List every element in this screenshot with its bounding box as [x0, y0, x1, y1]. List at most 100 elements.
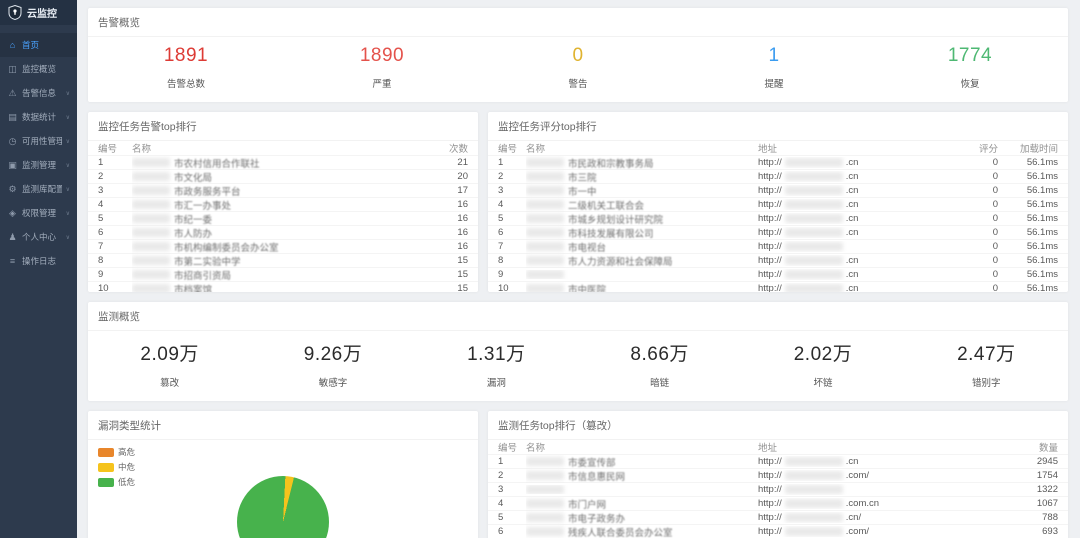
menu-item-label: 监控概览	[22, 64, 57, 74]
table-row: 5 市纪一委 16	[88, 212, 478, 226]
redacted-text	[526, 242, 564, 251]
sidebar-item[interactable]: ⚠ 告警信息 ∨	[0, 81, 77, 105]
alert-top-card: 监控任务告警top排行 编号 名称 次数 1 市农村信用合作联社	[88, 112, 478, 292]
row-index: 1	[498, 456, 504, 467]
tamper-count: 788	[1042, 512, 1058, 523]
task-name: 市委宣传部	[568, 457, 616, 469]
url-suffix: .cn/	[845, 512, 862, 523]
stat-item: 0 警告	[480, 45, 676, 90]
row-index: 5	[498, 512, 504, 523]
score-top-title: 监控任务评分top排行	[488, 112, 1068, 141]
stat-value: 2.47万	[957, 344, 1016, 365]
task-name: 市纪一委	[174, 214, 213, 226]
site-url[interactable]: http:// .cn	[758, 213, 954, 224]
score-value: 0	[992, 199, 998, 210]
site-url[interactable]: http:// .cn	[758, 157, 954, 168]
legend-swatch	[98, 477, 114, 487]
redacted-text	[132, 172, 170, 181]
sidebar-item[interactable]: ▣ 监测管理 ∨	[0, 153, 77, 177]
row-index: 4	[498, 498, 504, 509]
row-index: 3	[498, 185, 504, 196]
task-name-cell: 市纪一委	[132, 212, 428, 226]
menu-item-icon: ▣	[8, 159, 17, 170]
stat-value: 1891	[163, 45, 209, 66]
site-url[interactable]: http:// .com.cn	[758, 498, 1018, 509]
sidebar-item[interactable]: ◈ 权限管理 ∨	[0, 201, 77, 225]
sidebar-item[interactable]: ♟ 个人中心 ∨	[0, 225, 77, 249]
task-name-cell: 二级机关工联合会	[526, 198, 758, 212]
site-url[interactable]: http:// .cn	[758, 227, 954, 238]
site-url[interactable]: http:// .cn	[758, 255, 954, 266]
sidebar-item[interactable]: ≡ 操作日志 ∨	[0, 249, 77, 273]
stat-label: 错别字	[972, 378, 1001, 389]
redacted-text	[132, 284, 170, 292]
table-row: 5 市电子政务办 http:// .cn/ 788	[488, 511, 1068, 525]
alert-overview-card: 告警概览 1891 告警总数 1890 严重 0 警告	[88, 8, 1068, 102]
url-prefix: http://	[758, 498, 782, 509]
menu-item-label: 监测管理	[22, 160, 57, 170]
stat-item: 1.31万 漏洞	[415, 339, 578, 389]
menu-item-label: 告警信息	[22, 88, 57, 98]
redacted-text	[526, 513, 564, 522]
url-prefix: http://	[758, 283, 782, 292]
redacted-text	[526, 228, 564, 237]
tamper-count: 1067	[1036, 498, 1058, 509]
stat-item: 8.66万 暗链	[578, 339, 741, 389]
url-prefix: http://	[758, 470, 782, 481]
row-index: 7	[498, 241, 504, 252]
load-time: 56.1ms	[1026, 171, 1058, 182]
site-url[interactable]: http:// .cn	[758, 456, 1018, 467]
url-prefix: http://	[758, 199, 782, 210]
site-url[interactable]: http:// .cn	[758, 171, 954, 182]
alert-count: 15	[457, 283, 468, 292]
pie-chart	[237, 475, 329, 538]
site-url[interactable]: http:// .com/	[758, 526, 1018, 537]
table-row: 10 市档案馆 15	[88, 282, 478, 292]
menu-item-icon: ▤	[8, 111, 17, 122]
stat-value: 9.26万	[303, 344, 363, 365]
site-url[interactable]: http:// .cn	[758, 199, 954, 210]
load-time: 56.1ms	[1026, 283, 1058, 292]
table-row: 6 市人防办 16	[88, 226, 478, 240]
redacted-text	[526, 284, 564, 292]
redacted-domain	[784, 172, 843, 181]
table-row: 9 http:// .cn 0 56.1ms	[488, 268, 1068, 282]
stat-label: 告警总数	[166, 79, 205, 90]
row-index: 8	[98, 255, 104, 266]
site-url[interactable]: http:// .cn	[758, 185, 954, 196]
task-name-cell: 市机构编制委员会办公室	[132, 240, 428, 254]
table-row: 8 市人力资源和社会保障局 http:// .cn 0 56	[488, 254, 1068, 268]
load-time: 56.1ms	[1026, 185, 1058, 196]
score-value: 0	[992, 241, 998, 252]
stat-value: 8.66万	[630, 344, 689, 365]
task-name: 市电视台	[568, 242, 607, 254]
url-suffix: .cn	[845, 283, 859, 292]
table-row: 4 市汇一办事处 16	[88, 198, 478, 212]
task-name-cell: 市民政和宗教事务局	[526, 156, 758, 170]
menu-item-label: 首页	[22, 40, 40, 50]
redacted-domain	[784, 158, 843, 167]
sidebar-item[interactable]: ◷ 可用性管理 ∨	[0, 129, 77, 153]
redacted-domain	[784, 270, 843, 279]
sidebar-item[interactable]: ⌂ 首页 ∨	[0, 33, 77, 57]
site-url[interactable]: http://	[758, 241, 954, 252]
legend-item: 低危	[98, 476, 135, 488]
monitor-overview-stats: 2.09万 篡改 9.26万 敏感字 1.31万 漏洞 8.66万	[88, 331, 1068, 401]
site-url[interactable]: http:// .cn	[758, 269, 954, 280]
redacted-domain	[784, 471, 843, 480]
site-url[interactable]: http://	[758, 484, 1018, 495]
table-row: 3 市一中 http:// .cn 0 56.1ms	[488, 184, 1068, 198]
site-url[interactable]: http:// .cn	[758, 283, 954, 292]
tamper-count: 2945	[1036, 456, 1058, 467]
sidebar-item[interactable]: ▤ 数据统计 ∨	[0, 105, 77, 129]
stat-item: 2.47万 错别字	[905, 339, 1068, 389]
task-name: 市机构编制委员会办公室	[174, 242, 279, 254]
redacted-text	[526, 214, 564, 223]
task-name: 市三院	[568, 172, 597, 184]
sidebar-item[interactable]: ◫ 监控概览 ∨	[0, 57, 77, 81]
stat-label: 敏感字	[318, 378, 348, 389]
ranking-row: 监控任务告警top排行 编号 名称 次数 1 市农村信用合作联社	[88, 112, 1068, 292]
sidebar-item[interactable]: ⚙ 监测库配置 ∨	[0, 177, 77, 201]
site-url[interactable]: http:// .cn/	[758, 512, 1018, 523]
site-url[interactable]: http:// .com/	[758, 470, 1018, 481]
